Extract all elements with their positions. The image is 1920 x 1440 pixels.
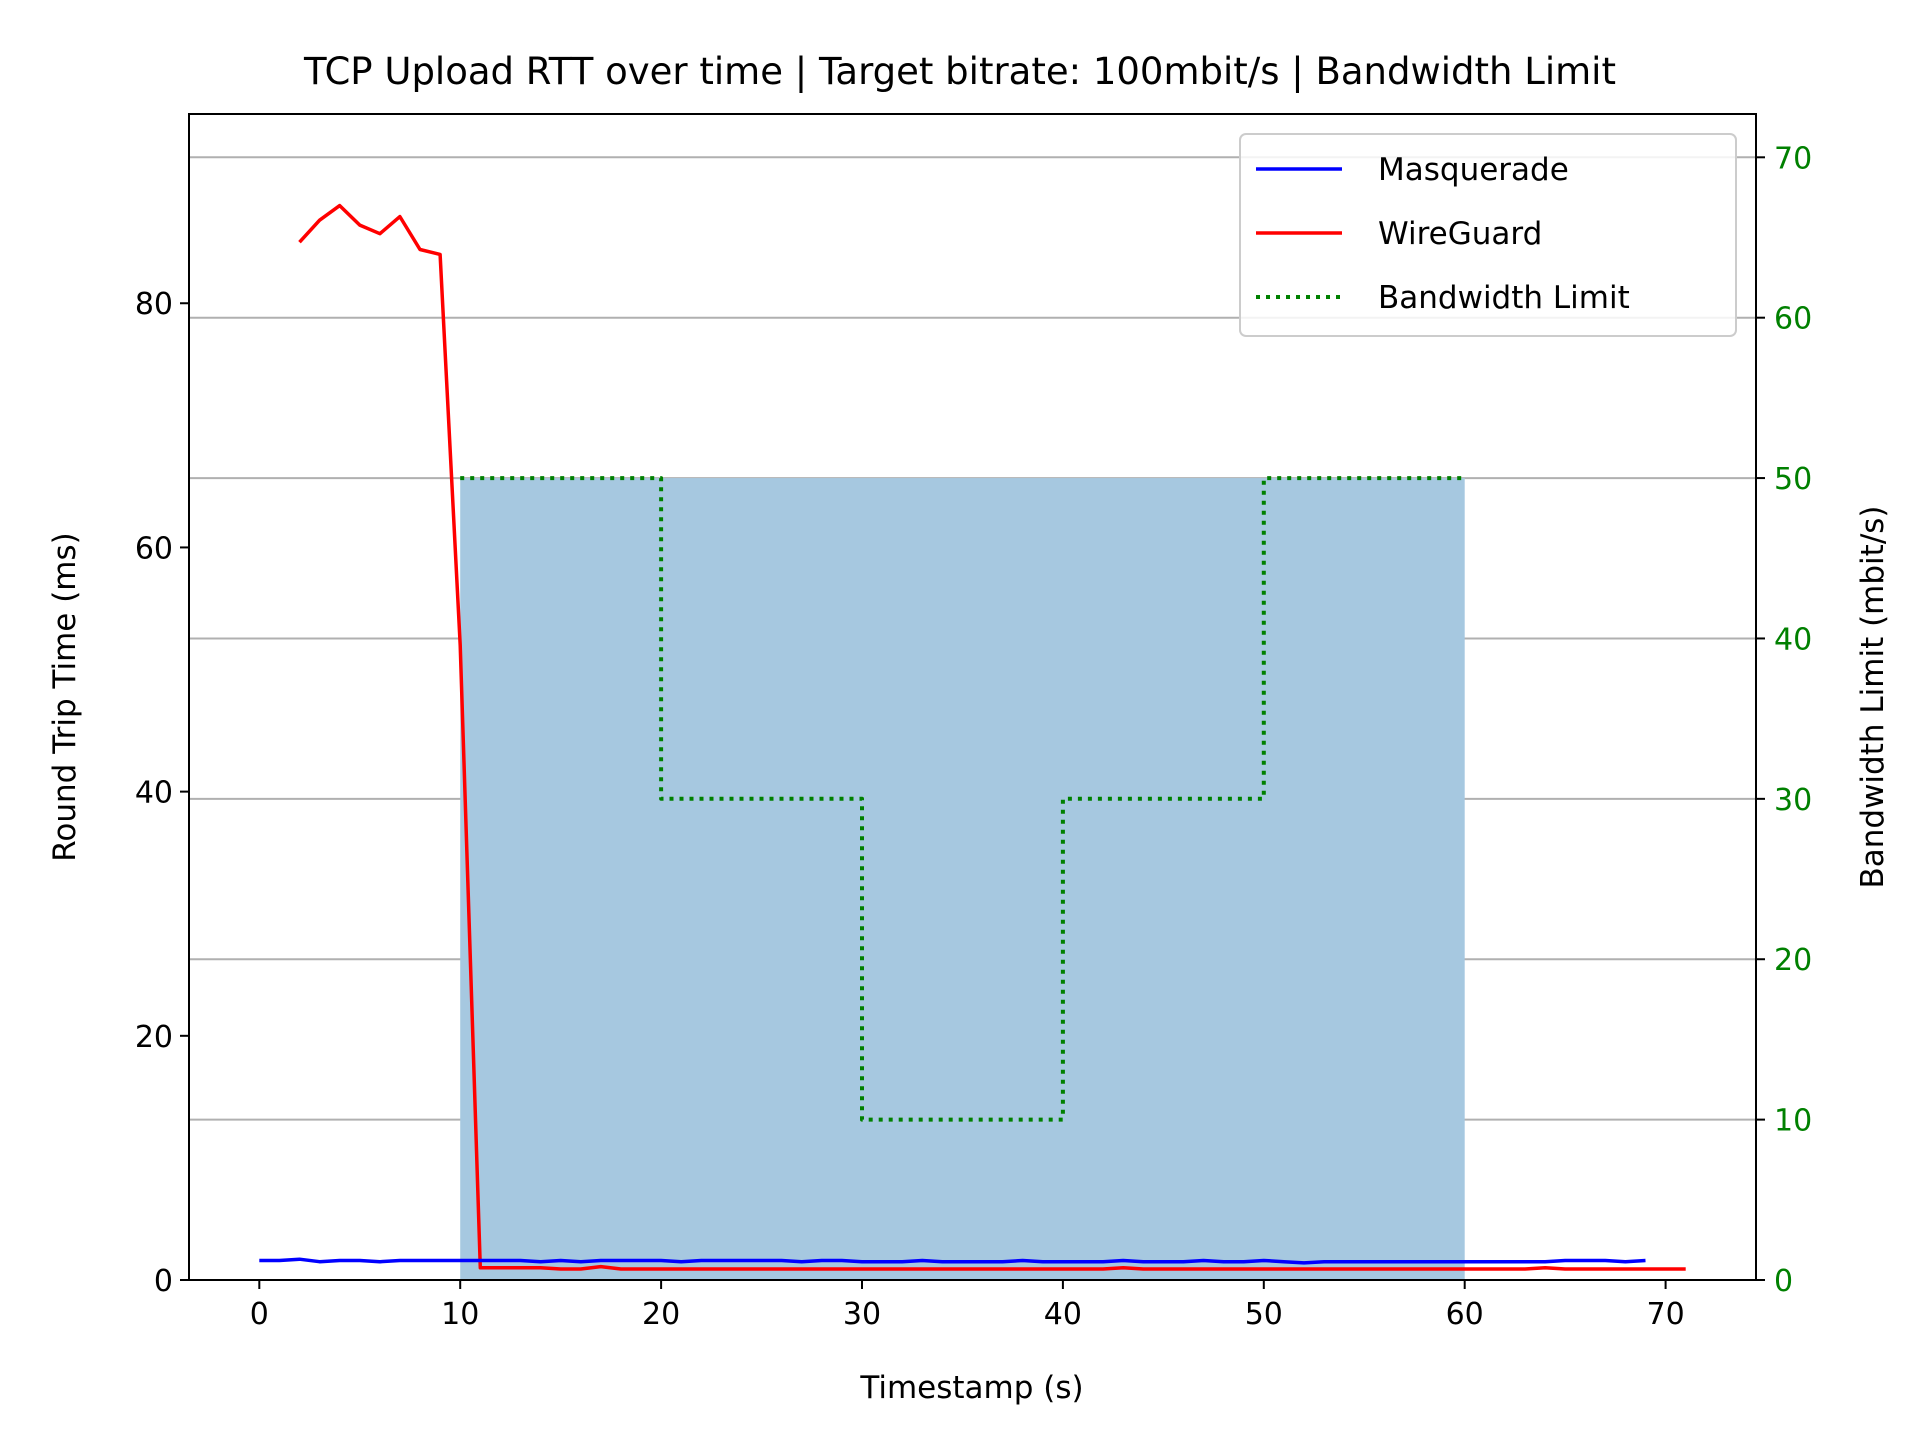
legend-label-wireguard: WireGuard [1378,216,1542,252]
x-axis-title: Timestamp (s) [859,1370,1083,1406]
plot-frame [188,113,1757,1281]
y2-tick-label: 0 [1774,1264,1793,1299]
x-tick-label: 0 [250,1297,269,1332]
bandwidth-fill-region [460,478,1465,1280]
x-tick-label: 50 [1245,1297,1283,1332]
fill-regions [460,478,1465,1280]
y-axis-title: Round Trip Time (ms) [47,532,83,861]
y2-tick-label: 30 [1774,783,1812,818]
legend: Masquerade WireGuard Bandwidth Limit [1239,133,1737,337]
series-line-masquerade [259,1257,1646,1265]
legend-box [1239,133,1737,337]
y2-tick-label: 60 [1774,302,1812,337]
legend-label-masquerade: Masquerade [1378,152,1569,188]
y2-tick-label: 20 [1774,943,1812,978]
y-tick-label: 20 [135,1020,173,1055]
y2-axis-title: Bandwidth Limit (mbit/s) [1855,505,1891,888]
chart-title: TCP Upload RTT over time | Target bitrat… [303,50,1616,93]
y2-axis-ticks: 0 10 20 30 40 50 60 70 [1756,141,1812,1299]
y-tick-label: 40 [135,776,173,811]
legend-label-bandwidth-limit: Bandwidth Limit [1378,280,1630,316]
y2-tick-label: 50 [1774,462,1812,497]
x-tick-label: 10 [441,1297,479,1332]
series-line-wireguard [298,203,1686,1271]
y-tick-label: 0 [154,1264,173,1299]
y2-tick-label: 10 [1774,1104,1812,1139]
y2-tick-label: 40 [1774,622,1812,657]
x-tick-label: 70 [1647,1297,1685,1332]
x-tick-label: 20 [642,1297,680,1332]
series-line-bandwidth-limit [460,476,1465,1122]
x-axis-ticks: 0 10 20 30 40 50 60 70 [250,1280,1685,1332]
x-tick-label: 60 [1446,1297,1484,1332]
series-lines [259,203,1686,1271]
x-tick-label: 30 [843,1297,881,1332]
x-tick-label: 40 [1044,1297,1082,1332]
y-axis-ticks: 0 20 40 60 80 [135,287,189,1299]
y-tick-label: 80 [135,287,173,322]
y2-tick-label: 70 [1774,141,1812,176]
y-tick-label: 60 [135,531,173,566]
